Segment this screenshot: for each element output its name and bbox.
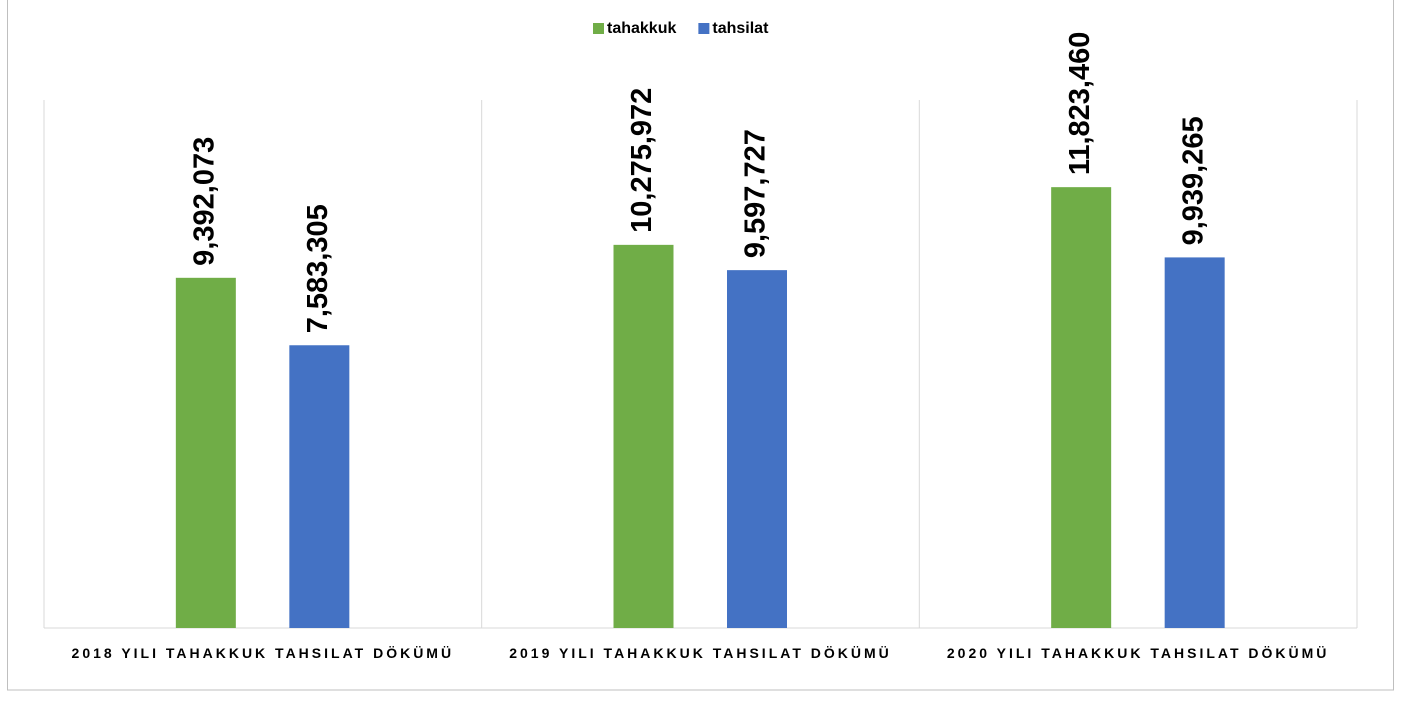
data-label: 9,939,265 [1177, 116, 1209, 245]
legend-swatch [593, 23, 604, 34]
bar [613, 244, 674, 629]
data-label: 9,392,073 [188, 137, 220, 266]
data-label: 11,823,460 [1064, 32, 1096, 176]
x-tick-label: 2019 YILI TAHAKKUK TAHSILAT DÖKÜMÜ [509, 645, 892, 661]
x-tick-label: 2020 YILI TAHAKKUK TAHSILAT DÖKÜMÜ [946, 645, 1330, 661]
bar [289, 345, 350, 628]
bar [1164, 257, 1225, 628]
bar [175, 277, 236, 628]
x-tick-label: 2018 YILI TAHAKKUK TAHSILAT DÖKÜMÜ [71, 645, 455, 661]
bar [727, 270, 787, 628]
data-label: 10,275,972 [626, 88, 658, 233]
bar [1051, 187, 1112, 628]
chart-border [7, 0, 1394, 691]
data-label: 9,597,727 [740, 129, 772, 258]
legend-label: tahakkuk [607, 20, 676, 37]
data-label: 7,583,305 [302, 204, 334, 333]
legend-label: tahsilat [712, 20, 769, 37]
legend-swatch [698, 23, 710, 34]
